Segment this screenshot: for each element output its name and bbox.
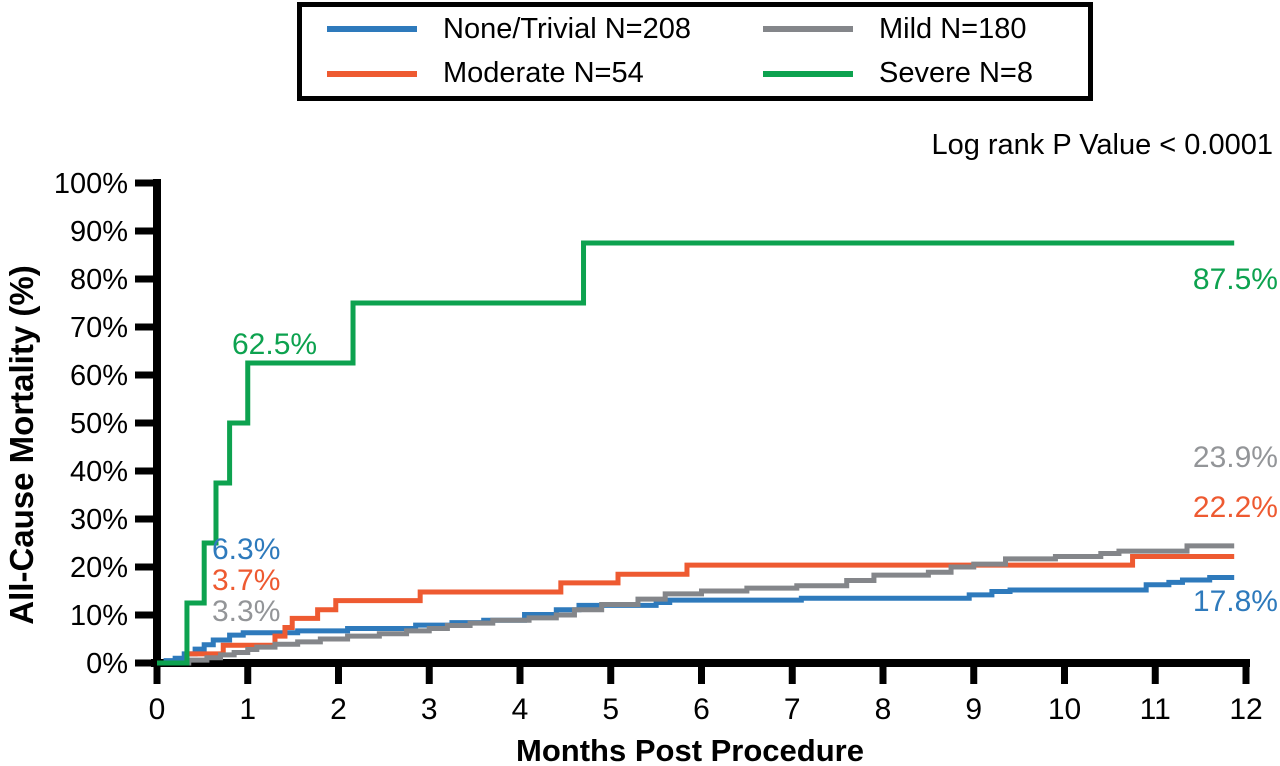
legend-item-severe: Severe N=8 xyxy=(738,59,1088,88)
curve-value-label: 23.9% xyxy=(1192,441,1278,474)
legend-item-mild: Mild N=180 xyxy=(738,12,1088,45)
series-curve-moderate-n-54 xyxy=(157,553,1235,666)
y-tick-label: 40% xyxy=(70,456,128,488)
legend-label: Severe N=8 xyxy=(879,57,1033,90)
legend: None/Trivial N=208 Mild N=180 Moderate N… xyxy=(297,2,1093,101)
x-tick-label: 1 xyxy=(239,693,256,726)
log-rank-p-value: Log rank P Value < 0.0001 xyxy=(931,129,1273,161)
legend-swatch-mild-line xyxy=(763,26,853,33)
x-tick-label: 6 xyxy=(693,693,710,726)
curve-value-label: 22.2% xyxy=(1192,491,1278,524)
x-axis-title: Months Post Procedure xyxy=(516,733,864,766)
legend-swatch-severe-line xyxy=(763,70,853,77)
curve-value-label: 17.8% xyxy=(1192,585,1278,618)
legend-item-moderate: Moderate N=54 xyxy=(302,59,738,88)
series-curve-severe-n-8 xyxy=(157,240,1235,666)
curve-value-label: 62.5% xyxy=(232,328,318,361)
x-tick-label: 2 xyxy=(330,693,347,726)
y-tick-label: 10% xyxy=(70,600,128,632)
legend-swatch-none-trivial-line xyxy=(327,26,417,33)
y-tick-label: 0% xyxy=(86,648,128,680)
legend-label: None/Trivial N=208 xyxy=(443,12,691,45)
x-tick-label: 5 xyxy=(602,693,619,726)
y-tick-label: 80% xyxy=(70,264,128,296)
y-tick-label: 90% xyxy=(70,216,128,248)
legend-label: Mild N=180 xyxy=(879,12,1027,45)
curve-value-label: 87.5% xyxy=(1192,263,1278,296)
y-tick-label: 60% xyxy=(70,360,128,392)
curve-value-label: 3.3% xyxy=(212,595,281,628)
x-tick-label: 8 xyxy=(875,693,892,726)
y-tick-label: 50% xyxy=(70,408,128,440)
curve-value-label: 6.3% xyxy=(212,533,281,566)
series-curve-mild-n-180 xyxy=(157,543,1235,666)
y-tick-label: 100% xyxy=(54,168,128,200)
y-tick-label: 20% xyxy=(70,552,128,584)
x-tick-label: 3 xyxy=(421,693,438,726)
x-tick-label: 4 xyxy=(512,693,529,726)
x-tick-label: 10 xyxy=(1048,693,1081,726)
curve-value-label: 3.7% xyxy=(212,564,281,597)
y-tick-label: 70% xyxy=(70,312,128,344)
x-tick-label: 0 xyxy=(149,693,166,726)
y-tick-label: 30% xyxy=(70,504,128,536)
legend-swatch-moderate-line xyxy=(327,70,417,77)
x-tick-label: 11 xyxy=(1140,693,1171,726)
x-tick-label: 12 xyxy=(1229,693,1262,726)
legend-item-none-trivial: None/Trivial N=208 xyxy=(302,12,738,45)
x-tick-label: 9 xyxy=(965,693,982,726)
x-tick-label: 7 xyxy=(784,693,801,726)
legend-label: Moderate N=54 xyxy=(443,57,644,90)
